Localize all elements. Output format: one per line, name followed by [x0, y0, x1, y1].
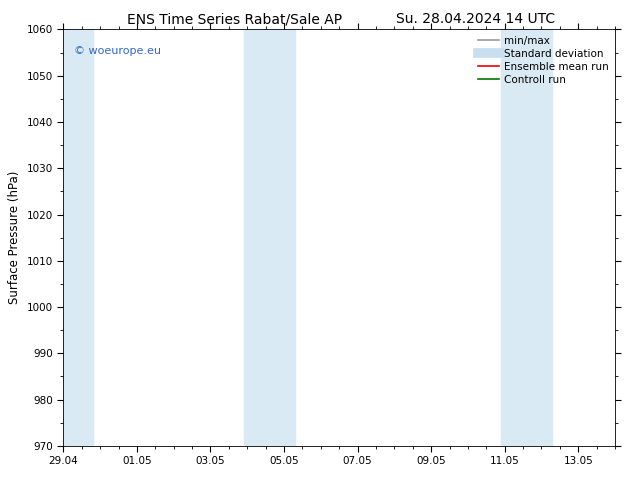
- Text: ENS Time Series Rabat/Sale AP: ENS Time Series Rabat/Sale AP: [127, 12, 342, 26]
- Legend: min/max, Standard deviation, Ensemble mean run, Controll run: min/max, Standard deviation, Ensemble me…: [474, 31, 613, 89]
- Bar: [523, 29, 552, 446]
- Text: Su. 28.04.2024 14 UTC: Su. 28.04.2024 14 UTC: [396, 12, 555, 26]
- Bar: [243, 29, 266, 446]
- Y-axis label: Surface Pressure (hPa): Surface Pressure (hPa): [8, 171, 21, 304]
- Text: © woeurope.eu: © woeurope.eu: [74, 46, 162, 56]
- Bar: [63, 29, 93, 446]
- Bar: [501, 29, 523, 446]
- Bar: [266, 29, 295, 446]
